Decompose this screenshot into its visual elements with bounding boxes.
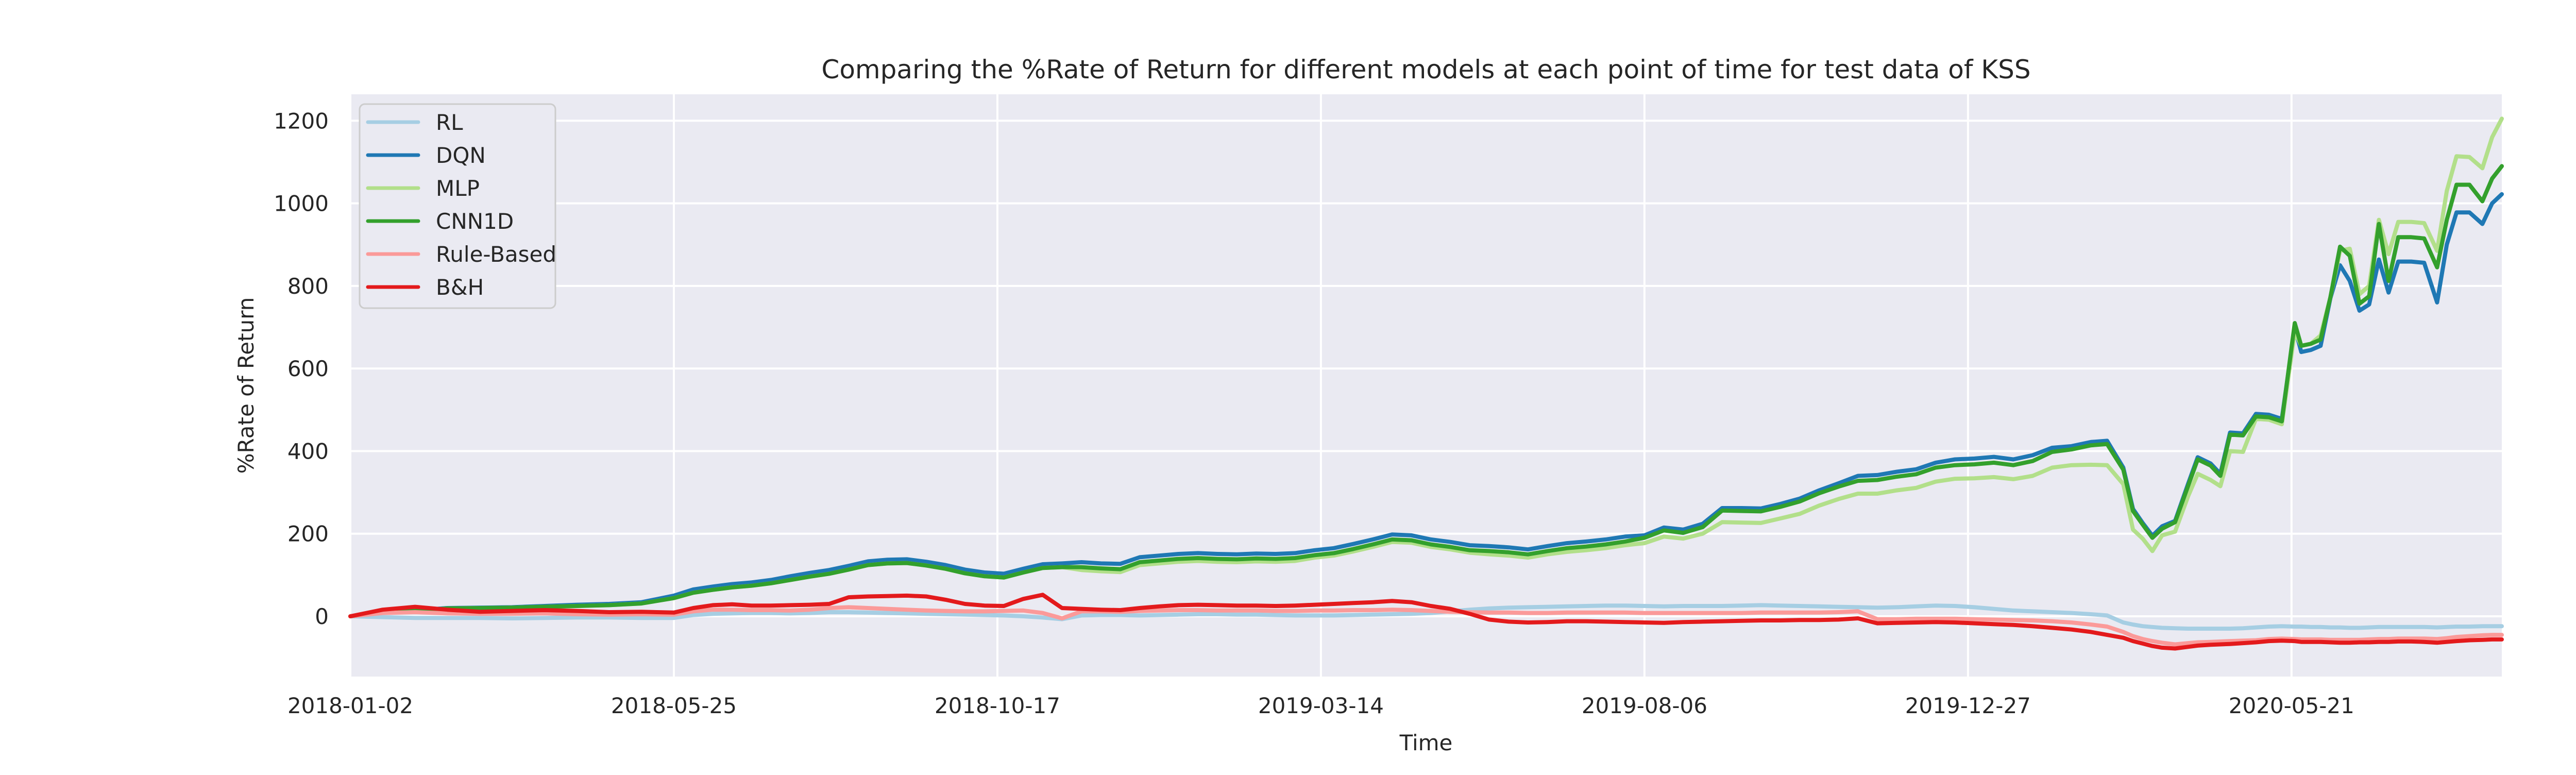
legend-label-CNN1D: CNN1D	[436, 209, 514, 234]
y-tick-label: 400	[287, 439, 329, 464]
legend-label-Rule-Based: Rule-Based	[436, 242, 556, 267]
legend-item-RL: RL	[366, 110, 463, 135]
legend: RL DQN MLP CNN1D Rule-Based B&H	[359, 103, 556, 309]
y-tick-label: 600	[287, 356, 329, 381]
grid-lines	[349, 94, 2502, 677]
y-tick-label: 0	[315, 604, 329, 629]
plot-background	[350, 94, 2502, 677]
y-tick-label: 1200	[274, 108, 329, 133]
legend-label-B&H: B&H	[436, 275, 484, 300]
series-line-B&H	[348, 593, 2504, 651]
legend-item-DQN: DQN	[366, 143, 486, 168]
x-tick-label: 2019-08-06	[1582, 693, 1707, 718]
y-tick-label: 1000	[274, 191, 329, 216]
y-axis-label: %Rate of Return	[233, 297, 259, 474]
y-axis-tick-labels: 0 200 400 600 800 1000 1200	[274, 108, 329, 629]
x-tick-label: 2018-05-25	[611, 693, 737, 718]
legend-label-MLP: MLP	[436, 176, 480, 201]
series-lines	[348, 116, 2504, 651]
y-tick-label: 800	[287, 274, 329, 299]
legend-item-CNN1D: CNN1D	[366, 209, 514, 234]
legend-label-DQN: DQN	[436, 143, 486, 168]
series-line-CNN1D	[348, 164, 2504, 618]
x-tick-label: 2020-05-21	[2229, 693, 2354, 718]
series-line-RL	[348, 603, 2504, 631]
x-tick-label: 2018-10-17	[935, 693, 1060, 718]
legend-item-MLP: MLP	[366, 176, 480, 201]
legend-label-RL: RL	[436, 110, 463, 135]
x-axis-label: Time	[1399, 730, 1453, 755]
x-axis-tick-labels: 2018-01-02 2018-05-25 2018-10-17 2019-03-14…	[287, 693, 2354, 718]
legend-item-B&H: B&H	[366, 275, 484, 300]
x-tick-label: 2019-03-14	[1258, 693, 1384, 718]
chart-title: Comparing the %Rate of Return for differ…	[821, 55, 2030, 85]
legend-item-Rule-Based: Rule-Based	[366, 242, 556, 267]
y-tick-label: 200	[287, 521, 329, 547]
x-tick-label: 2018-01-02	[287, 693, 413, 718]
x-tick-label: 2019-12-27	[1905, 693, 2031, 718]
